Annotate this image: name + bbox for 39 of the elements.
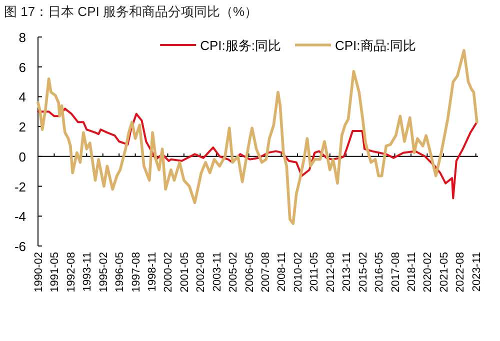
ytick: -2 (14, 179, 26, 194)
xtick: 2001-05 (178, 252, 191, 292)
xtick: 1998-11 (146, 252, 159, 292)
xtick: 2006-05 (244, 252, 256, 292)
xtick: 2021-05 (438, 252, 450, 292)
ytick: 4 (18, 90, 26, 105)
ytick: 6 (18, 60, 26, 75)
xtick: 2012-08 (324, 252, 337, 292)
ytick: 2 (18, 120, 26, 135)
ytick: -6 (14, 239, 26, 254)
xtick: 2002-08 (195, 252, 208, 292)
ytick: 8 (18, 30, 26, 45)
xtick: 2000-02 (162, 252, 175, 292)
xtick: 2013-11 (341, 252, 354, 292)
xtick: 1993-11 (82, 252, 94, 292)
legend-label: CPI:服务:同比 (200, 38, 281, 53)
xtick: 1991-05 (49, 252, 62, 292)
xtick: 2022-08 (454, 252, 467, 292)
xtick: 2020-02 (422, 252, 434, 292)
xtick: 2008-11 (276, 252, 288, 292)
xtick: 1996-05 (114, 252, 126, 292)
ytick: -4 (14, 209, 26, 224)
xtick: 2007-08 (260, 252, 272, 292)
xtick: 2011-05 (308, 252, 321, 292)
xtick: 2018-11 (406, 252, 418, 292)
title: 图 17：日本 CPI 服务和商品分项同比（%） (4, 4, 258, 19)
xtick: 2023-11 (470, 252, 483, 292)
xtick: 2017-08 (390, 252, 402, 292)
ytick: 0 (18, 149, 26, 164)
xtick: 2010-02 (292, 252, 304, 292)
xtick: 2005-02 (228, 252, 240, 292)
xtick: 2003-11 (211, 252, 224, 292)
xtick: 1990-02 (33, 252, 45, 292)
xtick: 2015-02 (357, 252, 370, 292)
xtick: 2016-05 (374, 252, 386, 292)
xtick: 1995-02 (98, 252, 110, 292)
legend-label: CPI:商品:同比 (335, 38, 416, 53)
xtick: 1992-08 (65, 252, 78, 292)
xtick: 1997-08 (130, 252, 142, 292)
